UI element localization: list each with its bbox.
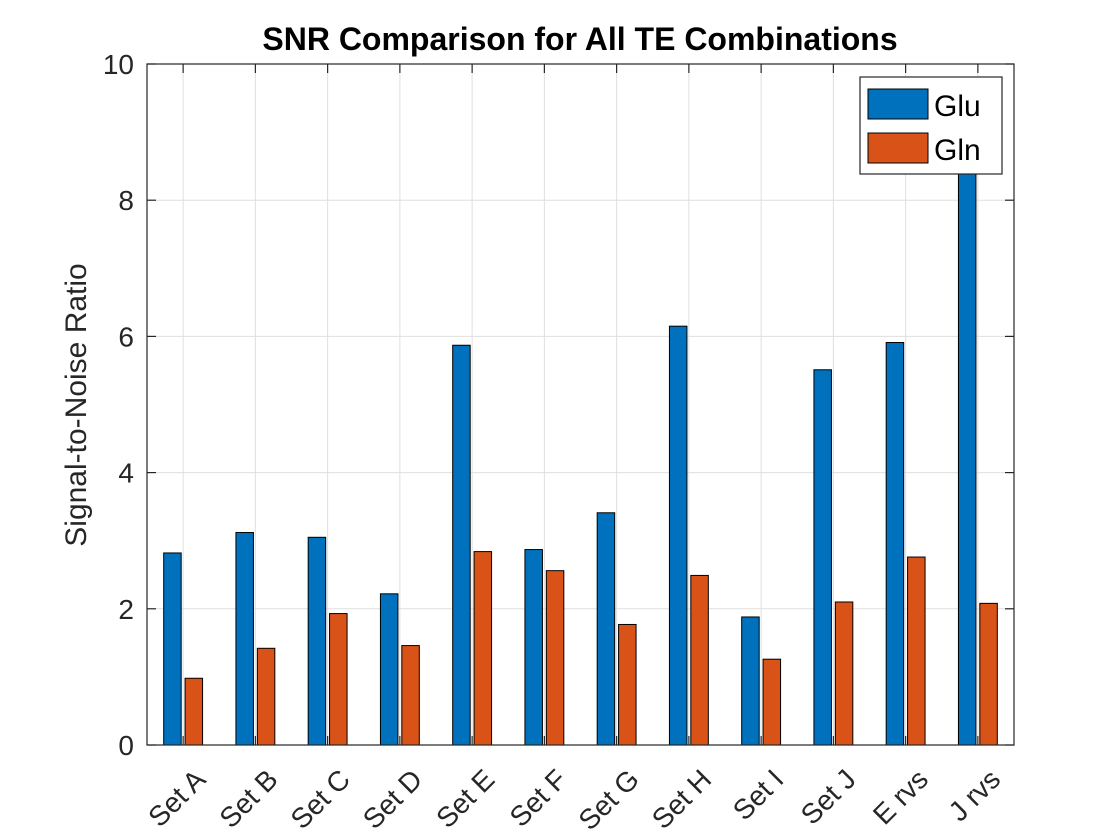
bar-glu: [379, 593, 399, 746]
bar-glu: [957, 126, 977, 746]
bar-gln: [329, 613, 348, 746]
bar-gln: [545, 570, 565, 746]
bar-gln: [834, 601, 854, 746]
bar-glu: [524, 549, 543, 746]
legend-label-gln: Gln: [934, 134, 981, 167]
bar-gln: [473, 551, 493, 746]
plot-area: [147, 64, 1014, 745]
bar-gln: [618, 623, 637, 746]
y-tick-label: 0: [118, 730, 134, 761]
bars: [163, 126, 998, 746]
axes-box: [146, 63, 1015, 746]
y-tick-label: 4: [118, 458, 134, 489]
bar-glu: [885, 342, 905, 746]
grid-lines: [147, 64, 1014, 745]
y-tick-label: 10: [103, 49, 134, 80]
bar-gln: [690, 574, 709, 746]
y-tick-label: 6: [118, 321, 134, 352]
bar-glu: [813, 369, 832, 746]
bar-glu: [307, 536, 327, 746]
y-tick-label: 8: [118, 185, 134, 216]
bar-glu: [668, 325, 688, 746]
bar-gln: [762, 658, 782, 746]
bar-glu: [452, 344, 471, 746]
bar-glu: [163, 552, 182, 746]
bar-gln: [256, 647, 276, 746]
chart-title: SNR Comparison for All TE Combinations: [262, 21, 897, 57]
bar-glu: [741, 616, 760, 746]
y-tick-labels: 0 2 4 6 8 10: [103, 49, 134, 761]
tick-marks: [147, 63, 1014, 746]
bar-glu: [235, 532, 254, 746]
legend-swatch-gln: [867, 132, 929, 164]
bar-glu: [596, 512, 616, 746]
bar-gln: [907, 556, 926, 746]
legend-label-glu: Glu: [934, 90, 981, 123]
y-tick-label: 2: [118, 594, 134, 625]
bar-gln: [401, 645, 420, 746]
bar-gln: [979, 602, 998, 746]
legend-swatch-glu: [867, 88, 929, 120]
y-axis-label: Signal-to-Noise Ratio: [60, 263, 93, 546]
bar-gln: [184, 677, 204, 746]
legend: Glu Gln: [859, 76, 1003, 175]
